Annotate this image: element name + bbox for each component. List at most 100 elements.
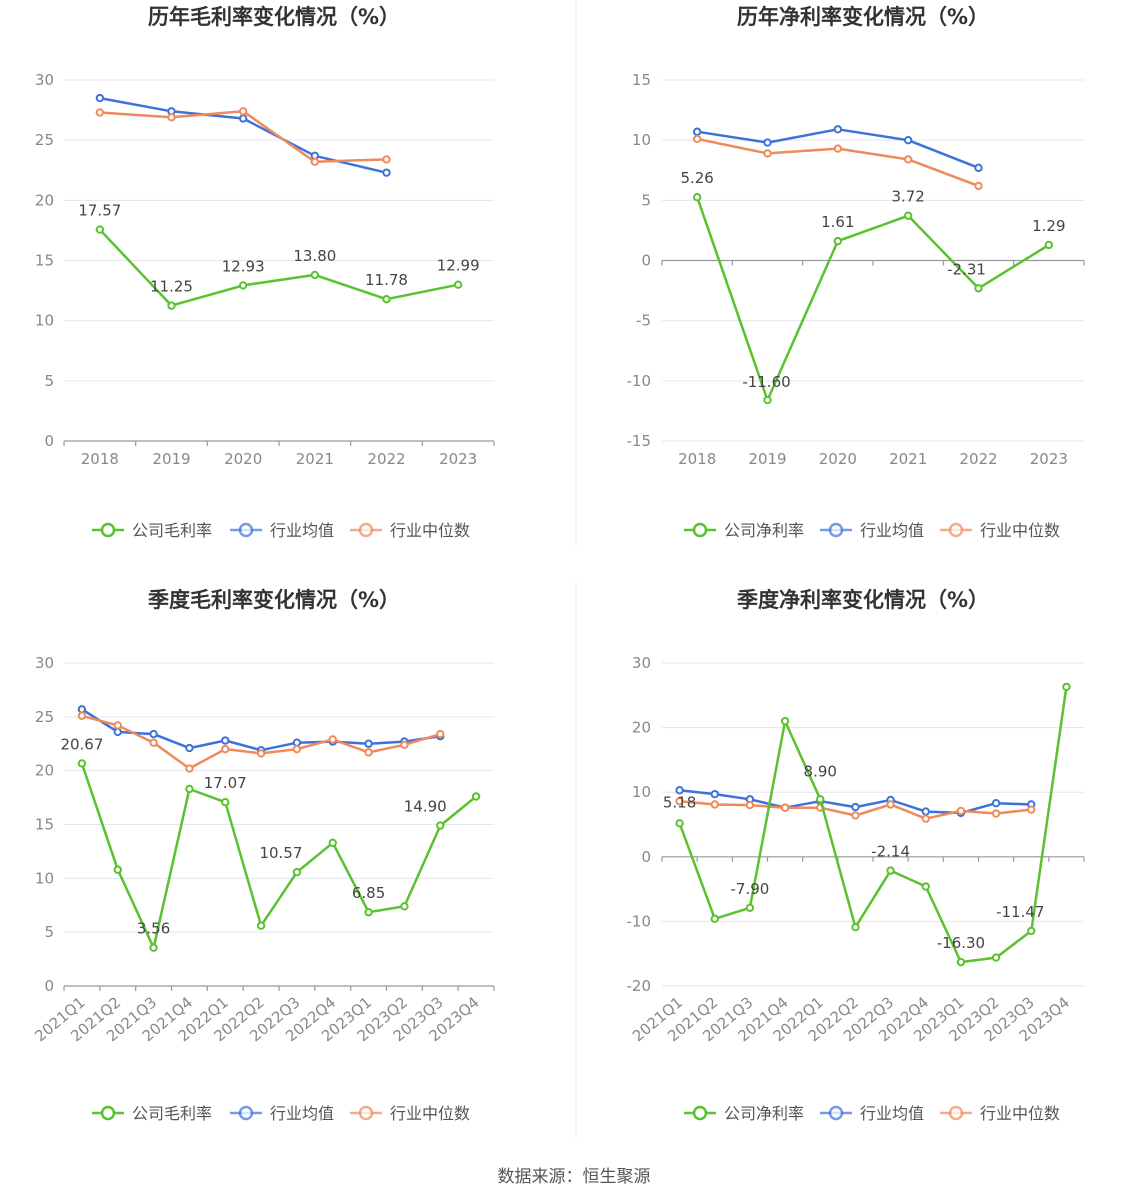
data-point-median[interactable] [745, 800, 755, 810]
legend-swatch-marker-company[interactable] [692, 1105, 708, 1121]
data-point-company[interactable] [453, 280, 463, 289]
data-point-average[interactable] [675, 786, 684, 795]
data-point-median[interactable] [310, 157, 320, 167]
data-point-median[interactable] [921, 814, 930, 823]
data-point-average[interactable] [382, 168, 391, 177]
legend-swatch-marker-median[interactable] [358, 1105, 374, 1121]
data-point-median[interactable] [886, 800, 895, 809]
data-point-median[interactable] [956, 806, 966, 816]
data-point-company[interactable] [780, 716, 790, 726]
data-point-company[interactable] [921, 882, 930, 891]
data-point-company[interactable] [833, 236, 843, 246]
legend-swatch-marker-company[interactable] [692, 522, 708, 538]
legend-swatch-marker-average[interactable] [238, 1105, 254, 1121]
data-point-average[interactable] [903, 135, 913, 145]
data-point-average[interactable] [974, 163, 983, 173]
data-point-company[interactable] [991, 953, 1001, 962]
data-point-average[interactable] [763, 138, 772, 147]
legend-label-company[interactable]: 公司毛利率 [132, 1104, 212, 1123]
data-point-company[interactable] [364, 908, 373, 917]
legend-swatch-marker-median[interactable] [948, 522, 964, 538]
data-point-company[interactable] [436, 821, 445, 830]
data-point-average[interactable] [221, 736, 230, 745]
data-point-company[interactable] [816, 795, 825, 804]
data-point-median[interactable] [113, 721, 122, 730]
data-point-median[interactable] [675, 797, 684, 806]
data-point-median[interactable] [77, 711, 87, 720]
legend-swatch-marker-average[interactable] [828, 522, 844, 538]
data-point-average[interactable] [113, 727, 122, 737]
legend-swatch-marker-median[interactable] [948, 1105, 964, 1121]
data-point-median[interactable] [221, 744, 230, 754]
data-point-median[interactable] [436, 729, 445, 739]
legend-label-average[interactable]: 行业均值 [270, 1104, 334, 1123]
data-point-median[interactable] [167, 113, 176, 122]
legend-swatch-marker-median[interactable] [358, 522, 374, 538]
data-point-average[interactable] [833, 125, 843, 134]
data-point-company[interactable] [292, 867, 302, 877]
data-point-median[interactable] [382, 155, 391, 164]
data-point-company[interactable] [886, 866, 895, 875]
data-point-average[interactable] [921, 807, 930, 816]
data-point-company[interactable] [710, 914, 719, 924]
data-point-median[interactable] [95, 108, 105, 117]
data-point-median[interactable] [763, 149, 772, 158]
data-point-company[interactable] [256, 921, 266, 930]
data-point-company[interactable] [745, 903, 755, 913]
legend-swatch-marker-company[interactable] [100, 1105, 116, 1121]
data-point-average[interactable] [292, 738, 302, 747]
data-point-company[interactable] [1062, 682, 1071, 692]
legend-swatch-marker-average[interactable] [828, 1105, 844, 1121]
data-point-average[interactable] [77, 705, 87, 714]
data-point-company[interactable] [763, 395, 772, 405]
legend-label-average[interactable]: 行业均值 [860, 1104, 924, 1123]
data-point-company[interactable] [328, 838, 337, 848]
data-point-company[interactable] [149, 943, 158, 952]
data-point-company[interactable] [903, 211, 913, 220]
legend-label-average[interactable]: 行业均值 [860, 521, 924, 540]
data-point-average[interactable] [149, 729, 158, 739]
legend-label-median[interactable]: 行业中位数 [980, 521, 1060, 540]
data-point-average[interactable] [238, 114, 248, 123]
data-point-company[interactable] [956, 957, 966, 967]
data-point-company[interactable] [185, 784, 194, 794]
legend-label-median[interactable]: 行业中位数 [390, 1104, 470, 1123]
data-point-median[interactable] [974, 181, 983, 191]
legend-label-median[interactable]: 行业中位数 [980, 1104, 1060, 1123]
legend-label-company[interactable]: 公司净利率 [724, 521, 804, 540]
data-point-company[interactable] [675, 819, 684, 828]
data-point-company[interactable] [1027, 926, 1036, 936]
data-point-median[interactable] [149, 738, 158, 747]
data-point-median[interactable] [400, 740, 409, 750]
legend-label-average[interactable]: 行业均值 [270, 521, 334, 540]
data-point-company[interactable] [221, 798, 230, 807]
data-point-average[interactable] [991, 798, 1001, 808]
legend-label-median[interactable]: 行业中位数 [390, 521, 470, 540]
data-point-median[interactable] [328, 735, 337, 744]
data-point-company[interactable] [77, 759, 87, 768]
data-point-company[interactable] [167, 301, 176, 310]
legend-label-company[interactable]: 公司毛利率 [132, 521, 212, 540]
legend-label-company[interactable]: 公司净利率 [724, 1104, 804, 1123]
data-point-company[interactable] [400, 902, 409, 911]
data-point-company[interactable] [1044, 240, 1054, 250]
data-point-median[interactable] [851, 811, 860, 820]
data-point-average[interactable] [710, 789, 719, 799]
data-point-average[interactable] [95, 93, 105, 103]
data-point-median[interactable] [692, 134, 702, 144]
data-point-median[interactable] [1027, 805, 1036, 814]
data-point-average[interactable] [692, 127, 702, 136]
data-point-median[interactable] [256, 749, 266, 758]
data-point-average[interactable] [185, 743, 194, 753]
data-point-company[interactable] [310, 270, 320, 280]
data-point-company[interactable] [471, 792, 481, 801]
legend-swatch-marker-company[interactable] [100, 522, 116, 538]
data-point-company[interactable] [692, 193, 702, 202]
data-point-median[interactable] [292, 744, 302, 754]
data-point-company[interactable] [382, 295, 391, 304]
data-point-median[interactable] [833, 144, 843, 153]
data-point-company[interactable] [974, 284, 983, 293]
data-point-median[interactable] [710, 800, 719, 809]
legend-swatch-marker-average[interactable] [238, 522, 254, 538]
data-point-company[interactable] [113, 865, 122, 874]
